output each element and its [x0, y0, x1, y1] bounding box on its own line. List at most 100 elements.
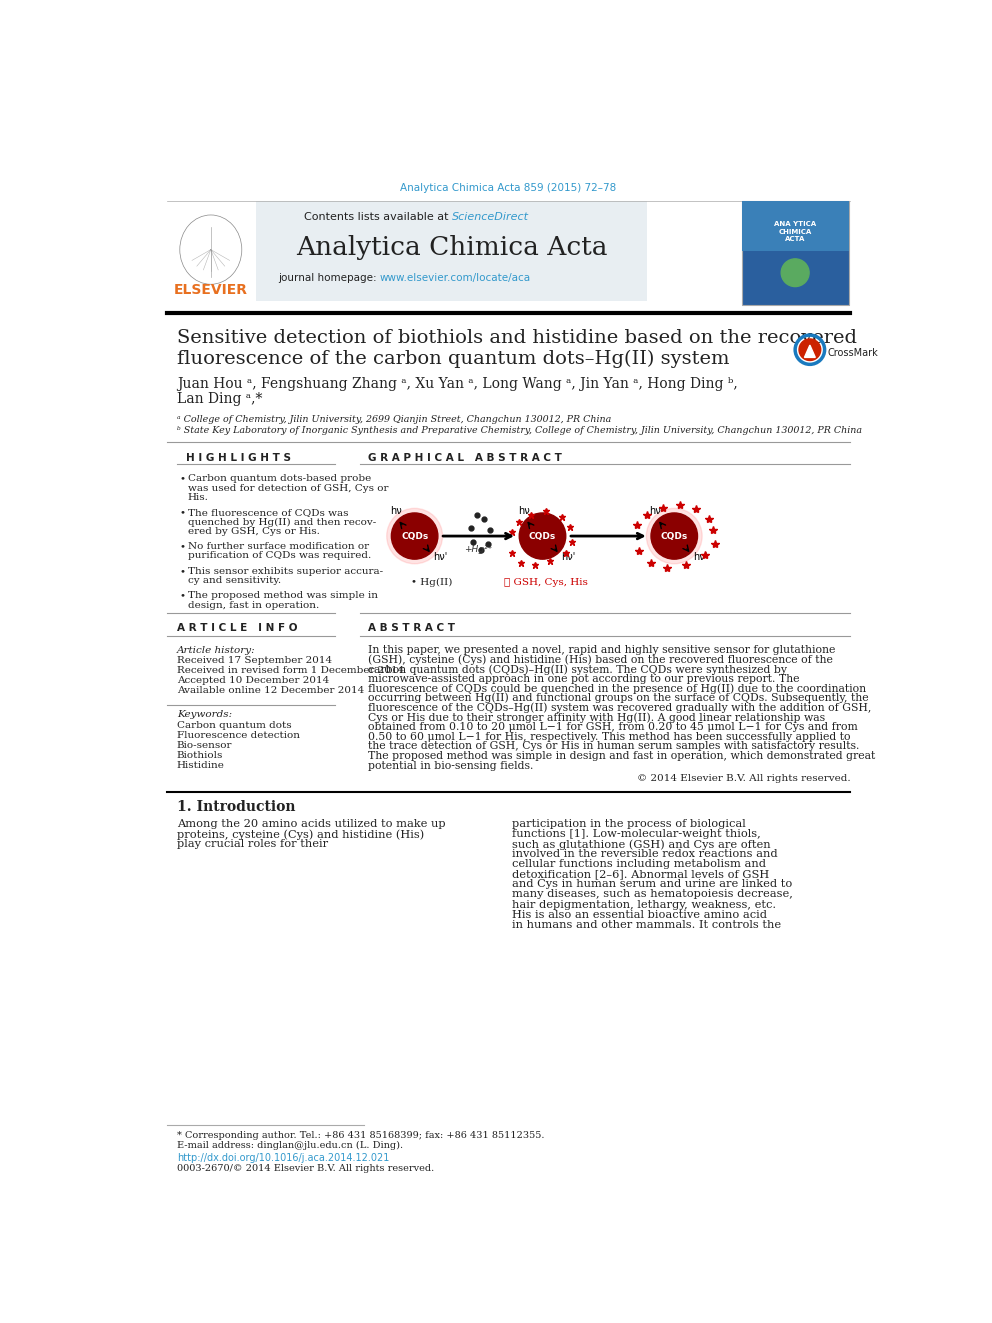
Text: fluorescence of CQDs could be quenched in the presence of Hg(II) due to the coor: fluorescence of CQDs could be quenched i…: [368, 683, 866, 693]
Text: This sensor exhibits superior accura-: This sensor exhibits superior accura-: [187, 566, 383, 576]
Text: •: •: [180, 508, 186, 517]
Text: ᵃ College of Chemistry, Jilin University, 2699 Qianjin Street, Changchun 130012,: ᵃ College of Chemistry, Jilin University…: [177, 414, 611, 423]
Text: The proposed method was simple in: The proposed method was simple in: [187, 591, 378, 601]
Text: G R A P H I C A L   A B S T R A C T: G R A P H I C A L A B S T R A C T: [368, 452, 562, 463]
Text: Cys or His due to their stronger affinity with Hg(II). A good linear relationshi: Cys or His due to their stronger affinit…: [368, 712, 825, 722]
Text: Carbon quantum dots-based probe: Carbon quantum dots-based probe: [187, 475, 371, 483]
Text: ANA YTICA
CHIMICA
ACTA: ANA YTICA CHIMICA ACTA: [774, 221, 816, 242]
Text: http://dx.doi.org/10.1016/j.aca.2014.12.021: http://dx.doi.org/10.1016/j.aca.2014.12.…: [177, 1154, 389, 1163]
Circle shape: [651, 513, 697, 560]
Text: hν: hν: [390, 507, 402, 516]
Text: 0.50 to 60 μmol L−1 for His, respectively. This method has been successfully app: 0.50 to 60 μmol L−1 for His, respectivel…: [368, 732, 850, 742]
Text: Carbon quantum dots: Carbon quantum dots: [177, 721, 292, 730]
Text: Sensitive detection of biothiols and histidine based on the recovered: Sensitive detection of biothiols and his…: [177, 329, 857, 347]
Text: many diseases, such as hematopoiesis decrease,: many diseases, such as hematopoiesis dec…: [512, 889, 793, 900]
Text: hν: hν: [650, 507, 662, 516]
Text: +Hg²⁺: +Hg²⁺: [464, 545, 492, 554]
Text: and Cys in human serum and urine are linked to: and Cys in human serum and urine are lin…: [512, 880, 792, 889]
Text: •: •: [180, 566, 186, 576]
Circle shape: [799, 339, 820, 360]
Text: the trace detection of GSH, Cys or His in human serum samples with satisfactory : the trace detection of GSH, Cys or His i…: [368, 741, 859, 751]
Text: A R T I C L E   I N F O: A R T I C L E I N F O: [177, 623, 298, 634]
Text: participation in the process of biological: participation in the process of biologic…: [512, 819, 745, 830]
Text: fluorescence of the CQDs–Hg(II) system was recovered gradually with the addition: fluorescence of the CQDs–Hg(II) system w…: [368, 703, 872, 713]
Text: Accepted 10 December 2014: Accepted 10 December 2014: [177, 676, 329, 685]
Text: • Hg(II): • Hg(II): [411, 578, 452, 587]
Text: ELSEVIER: ELSEVIER: [174, 283, 248, 296]
Text: purification of CQDs was required.: purification of CQDs was required.: [187, 552, 371, 561]
Text: Histidine: Histidine: [177, 761, 224, 770]
Text: CrossMark: CrossMark: [827, 348, 879, 357]
Text: 1. Introduction: 1. Introduction: [177, 800, 296, 815]
Text: H I G H L I G H T S: H I G H L I G H T S: [186, 452, 291, 463]
Text: No further surface modification or: No further surface modification or: [187, 542, 369, 552]
Text: The fluorescence of CQDs was: The fluorescence of CQDs was: [187, 508, 348, 517]
Text: E-mail address: dinglan@jlu.edu.cn (L. Ding).: E-mail address: dinglan@jlu.edu.cn (L. D…: [177, 1142, 403, 1151]
Text: www.elsevier.com/locate/aca: www.elsevier.com/locate/aca: [380, 273, 531, 283]
Text: 0003-2670/© 2014 Elsevier B.V. All rights reserved.: 0003-2670/© 2014 Elsevier B.V. All right…: [177, 1164, 434, 1172]
Text: ᵇ State Key Laboratory of Inorganic Synthesis and Preparative Chemistry, College: ᵇ State Key Laboratory of Inorganic Synt…: [177, 426, 862, 435]
Text: His is also an essential bioactive amino acid: His is also an essential bioactive amino…: [512, 909, 767, 919]
Text: CQDs: CQDs: [529, 532, 557, 541]
Text: cellular functions including metabolism and: cellular functions including metabolism …: [512, 860, 766, 869]
Text: such as glutathione (GSH) and Cys are often: such as glutathione (GSH) and Cys are of…: [512, 839, 770, 849]
Text: Article history:: Article history:: [177, 646, 255, 655]
Text: Contents lists available at: Contents lists available at: [304, 212, 451, 221]
Text: detoxification [2–6]. Abnormal levels of GSH: detoxification [2–6]. Abnormal levels of…: [512, 869, 769, 880]
Text: in humans and other mammals. It controls the: in humans and other mammals. It controls…: [512, 919, 781, 930]
Text: Juan Hou ᵃ, Fengshuang Zhang ᵃ, Xu Yan ᵃ, Long Wang ᵃ, Jin Yan ᵃ, Hong Ding ᵇ,: Juan Hou ᵃ, Fengshuang Zhang ᵃ, Xu Yan ᵃ…: [177, 377, 737, 392]
Bar: [256, 201, 647, 302]
Text: play crucial roles for their: play crucial roles for their: [177, 840, 327, 849]
Text: hν': hν': [434, 552, 447, 562]
Text: Fluorescence detection: Fluorescence detection: [177, 732, 300, 740]
Text: Biothiols: Biothiols: [177, 751, 223, 759]
Text: was used for detection of GSH, Cys or: was used for detection of GSH, Cys or: [187, 484, 388, 492]
Circle shape: [519, 513, 565, 560]
Text: Received in revised form 1 December 2014: Received in revised form 1 December 2014: [177, 667, 404, 675]
Text: fluorescence of the carbon quantum dots–Hg(II) system: fluorescence of the carbon quantum dots–…: [177, 349, 729, 368]
Text: CQDs: CQDs: [401, 532, 429, 541]
Text: Bio-sensor: Bio-sensor: [177, 741, 232, 750]
Text: A B S T R A C T: A B S T R A C T: [368, 623, 455, 634]
Text: In this paper, we presented a novel, rapid and highly sensitive sensor for gluta: In this paper, we presented a novel, rap…: [368, 646, 835, 655]
Text: hν': hν': [561, 552, 575, 562]
Text: The proposed method was simple in design and fast in operation, which demonstrat: The proposed method was simple in design…: [368, 751, 875, 761]
Circle shape: [781, 259, 809, 287]
Text: (GSH), cysteine (Cys) and histidine (His) based on the recovered fluorescence of: (GSH), cysteine (Cys) and histidine (His…: [368, 655, 833, 665]
Text: Lan Ding ᵃ,*: Lan Ding ᵃ,*: [177, 392, 262, 406]
Text: Received 17 September 2014: Received 17 September 2014: [177, 656, 332, 665]
Text: journal homepage:: journal homepage:: [278, 273, 380, 283]
Text: quenched by Hg(II) and then recov-: quenched by Hg(II) and then recov-: [187, 517, 376, 527]
Text: Keywords:: Keywords:: [177, 710, 232, 720]
Text: •: •: [180, 542, 186, 552]
Text: hν: hν: [518, 507, 530, 516]
Bar: [742, 201, 848, 251]
Text: ★ GSH, Cys, His: ★ GSH, Cys, His: [504, 578, 587, 587]
Text: * Corresponding author. Tel.: +86 431 85168399; fax: +86 431 85112355.: * Corresponding author. Tel.: +86 431 85…: [177, 1131, 545, 1140]
Text: Among the 20 amino acids utilized to make up: Among the 20 amino acids utilized to mak…: [177, 819, 445, 830]
Text: design, fast in operation.: design, fast in operation.: [187, 601, 318, 610]
Text: potential in bio-sensing fields.: potential in bio-sensing fields.: [368, 761, 534, 770]
Text: Available online 12 December 2014: Available online 12 December 2014: [177, 687, 364, 696]
Text: •: •: [180, 591, 186, 601]
Text: hν': hν': [692, 552, 707, 562]
Text: Analytica Chimica Acta: Analytica Chimica Acta: [296, 234, 607, 259]
Circle shape: [647, 508, 702, 564]
Circle shape: [392, 513, 437, 560]
Text: involved in the reversible redox reactions and: involved in the reversible redox reactio…: [512, 849, 777, 860]
Text: microwave-assisted approach in one pot according to our previous report. The: microwave-assisted approach in one pot a…: [368, 673, 800, 684]
Circle shape: [387, 508, 442, 564]
Text: ered by GSH, Cys or His.: ered by GSH, Cys or His.: [187, 527, 319, 536]
Text: CQDs: CQDs: [661, 532, 687, 541]
Text: His.: His.: [187, 493, 208, 501]
Text: Analytica Chimica Acta 859 (2015) 72–78: Analytica Chimica Acta 859 (2015) 72–78: [401, 183, 616, 193]
Text: ScienceDirect: ScienceDirect: [451, 212, 529, 221]
Text: functions [1]. Low-molecular-weight thiols,: functions [1]. Low-molecular-weight thio…: [512, 830, 760, 839]
Text: hair depigmentation, lethargy, weakness, etc.: hair depigmentation, lethargy, weakness,…: [512, 900, 776, 909]
Text: carbon quantum dots (CQDs)–Hg(II) system. The CQDs were synthesized by: carbon quantum dots (CQDs)–Hg(II) system…: [368, 664, 787, 675]
Text: cy and sensitivity.: cy and sensitivity.: [187, 576, 281, 585]
Text: •: •: [180, 475, 186, 483]
Text: proteins, cysteine (Cys) and histidine (His): proteins, cysteine (Cys) and histidine (…: [177, 830, 424, 840]
Polygon shape: [805, 345, 815, 357]
Text: obtained from 0.10 to 20 μmol L−1 for GSH, from 0.20 to 45 μmol L−1 for Cys and : obtained from 0.10 to 20 μmol L−1 for GS…: [368, 722, 858, 732]
